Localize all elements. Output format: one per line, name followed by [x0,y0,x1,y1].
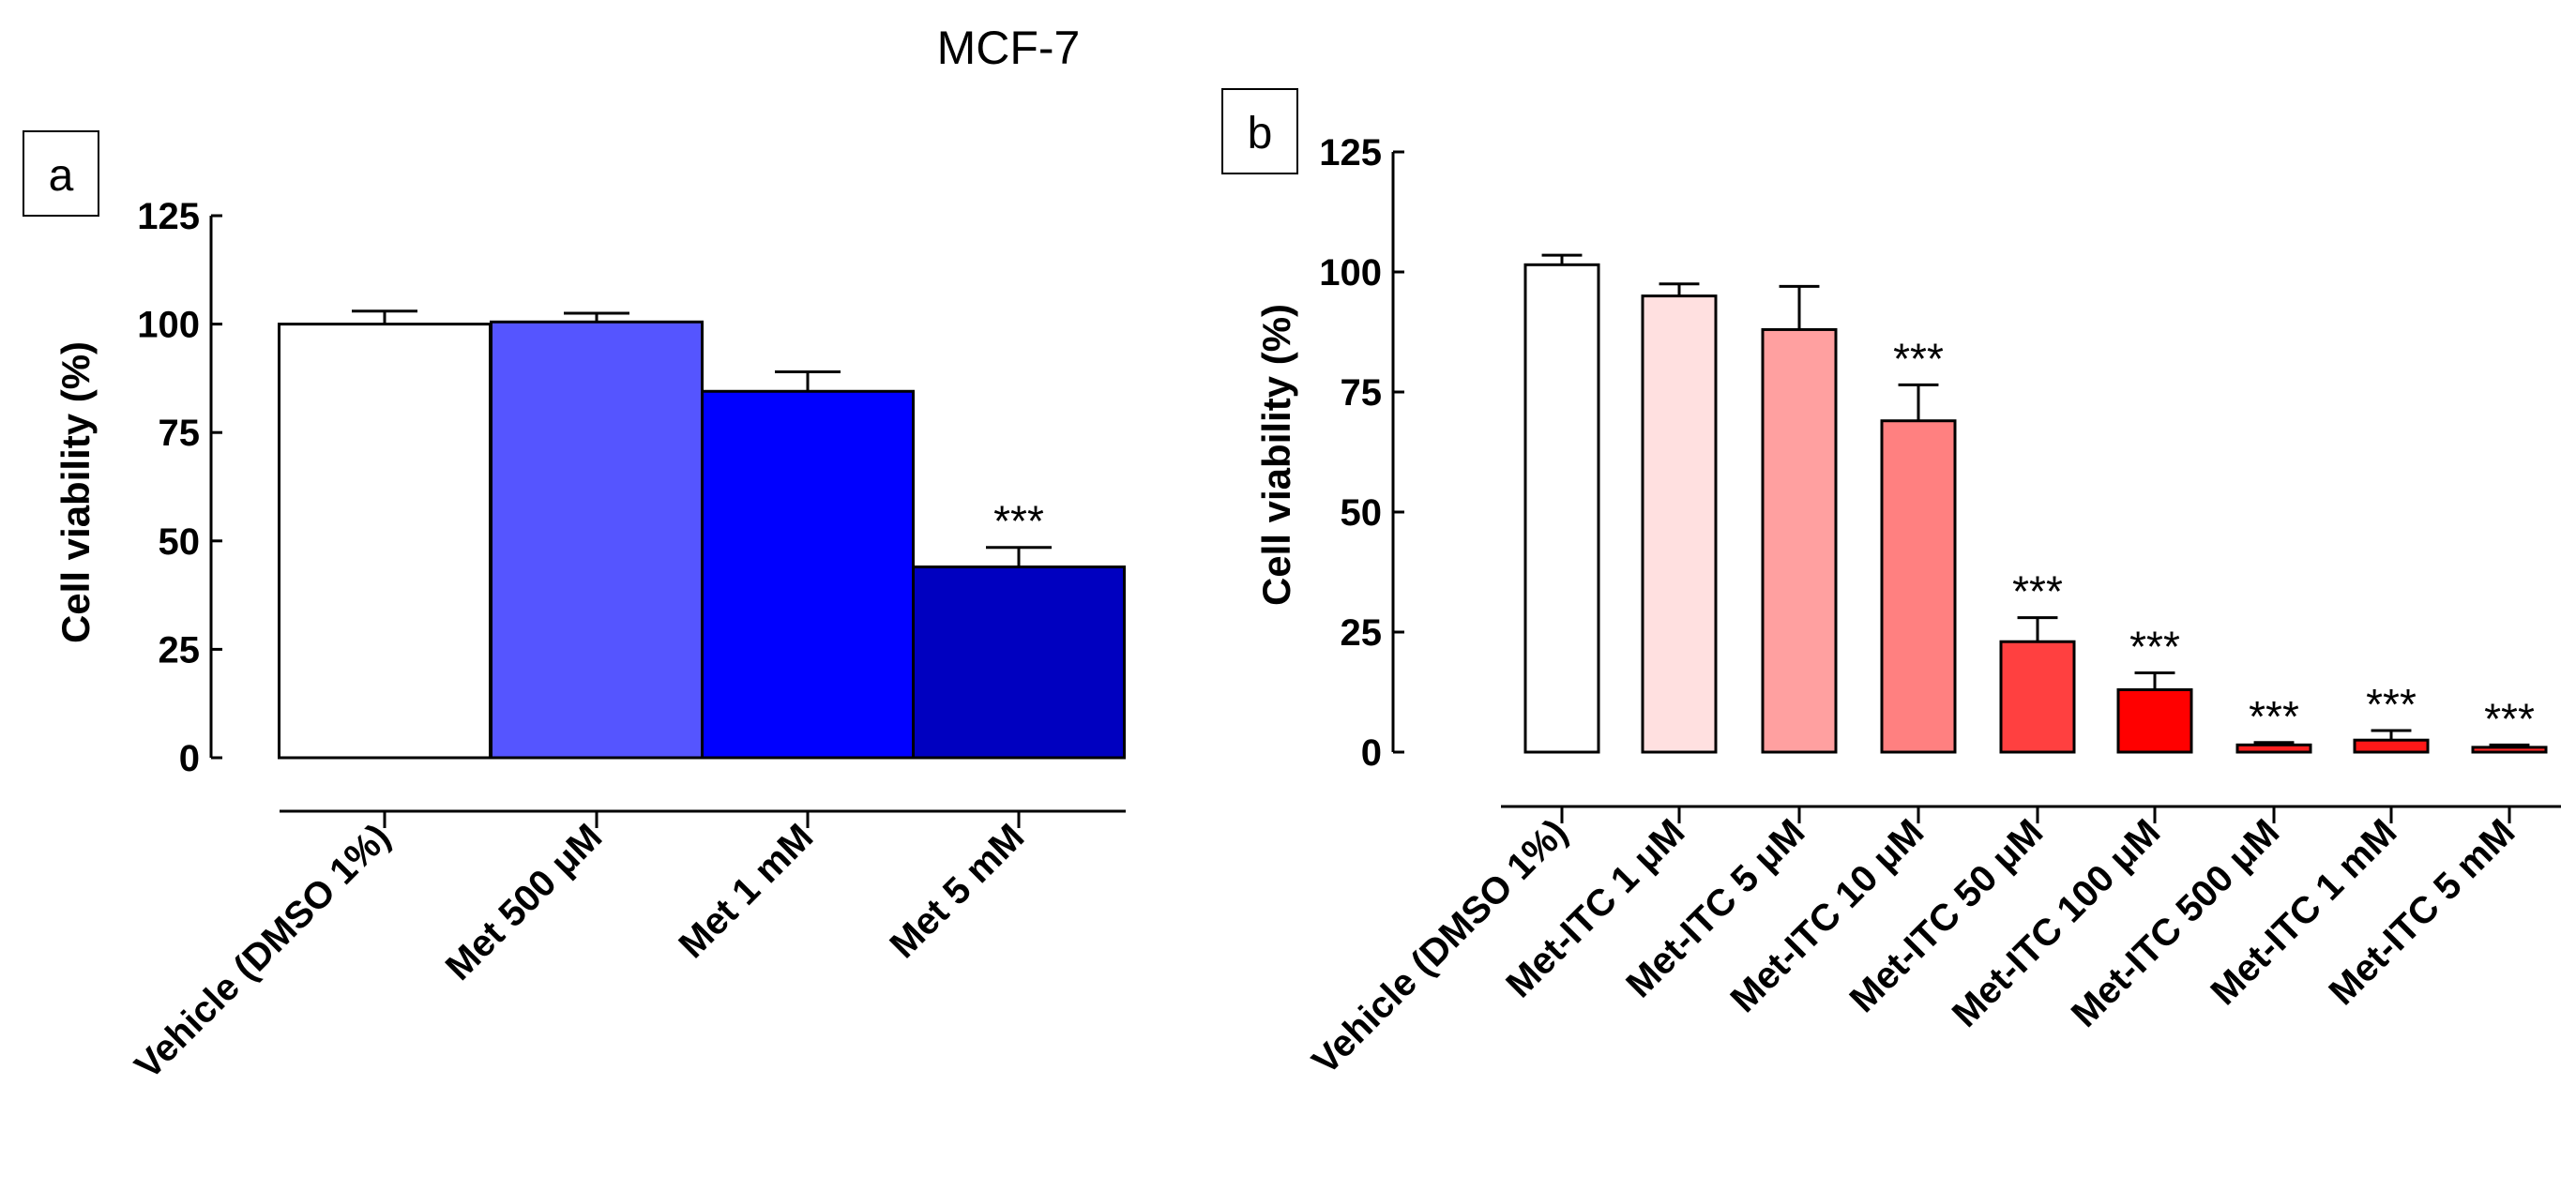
y-tick-label: 125 [137,196,200,237]
significance-label: *** [2484,694,2535,743]
panel-a-label: a [49,151,74,201]
significance-label: *** [2012,567,2063,616]
bar [1641,294,1718,754]
significance-label: *** [1893,334,1944,383]
panel-a-label-box [23,130,99,217]
y-tick-label: 0 [1361,732,1382,774]
category-label: Met 1 mM [671,816,821,966]
bar [1761,327,1838,754]
significance-label: *** [993,497,1044,546]
bar [2471,746,2548,754]
y-tick-label: 75 [1341,372,1383,414]
panel-b-label-box [1221,88,1298,174]
bar [2116,687,2193,754]
bar [278,323,492,760]
panel-a-chart: a 0 25 50 75 100 125 Cell viability (%) Vehicle… [23,130,1126,1087]
category-label: Met-ITC 500 μM [2064,811,2288,1035]
category-label: Met 500 μM [438,816,611,988]
y-axis-title: Cell viability (%) [53,341,98,643]
category-label: Met 5 mM [882,816,1032,966]
figure-title: MCF-7 [937,22,1081,74]
bar [1523,263,1600,754]
bar [2353,738,2430,754]
y-tick-label: 125 [1319,132,1382,173]
bar [1999,640,2076,754]
y-tick-label: 100 [1319,252,1382,294]
y-tick-label: 0 [179,738,200,779]
significance-label: *** [2129,623,2180,671]
y-tick-label: 100 [137,305,200,346]
category-label: Met-ITC 100 μM [1945,811,2169,1035]
category-label: Vehicle (DMSO 1%) [127,816,398,1087]
significance-label: *** [2249,692,2299,741]
y-tick-label: 25 [159,629,201,671]
y-tick-label: 75 [159,413,201,454]
panel-b-label: b [1248,109,1273,158]
y-tick-label: 25 [1341,612,1383,654]
y-tick-label: 50 [159,521,201,563]
bar [701,389,915,760]
bar [912,565,1126,760]
bar [490,320,704,760]
y-axis-title: Cell viability (%) [1254,304,1298,606]
y-tick-label: 50 [1341,492,1383,534]
significance-label: *** [2366,680,2417,729]
bar [2235,743,2312,754]
bar [1880,419,1957,754]
